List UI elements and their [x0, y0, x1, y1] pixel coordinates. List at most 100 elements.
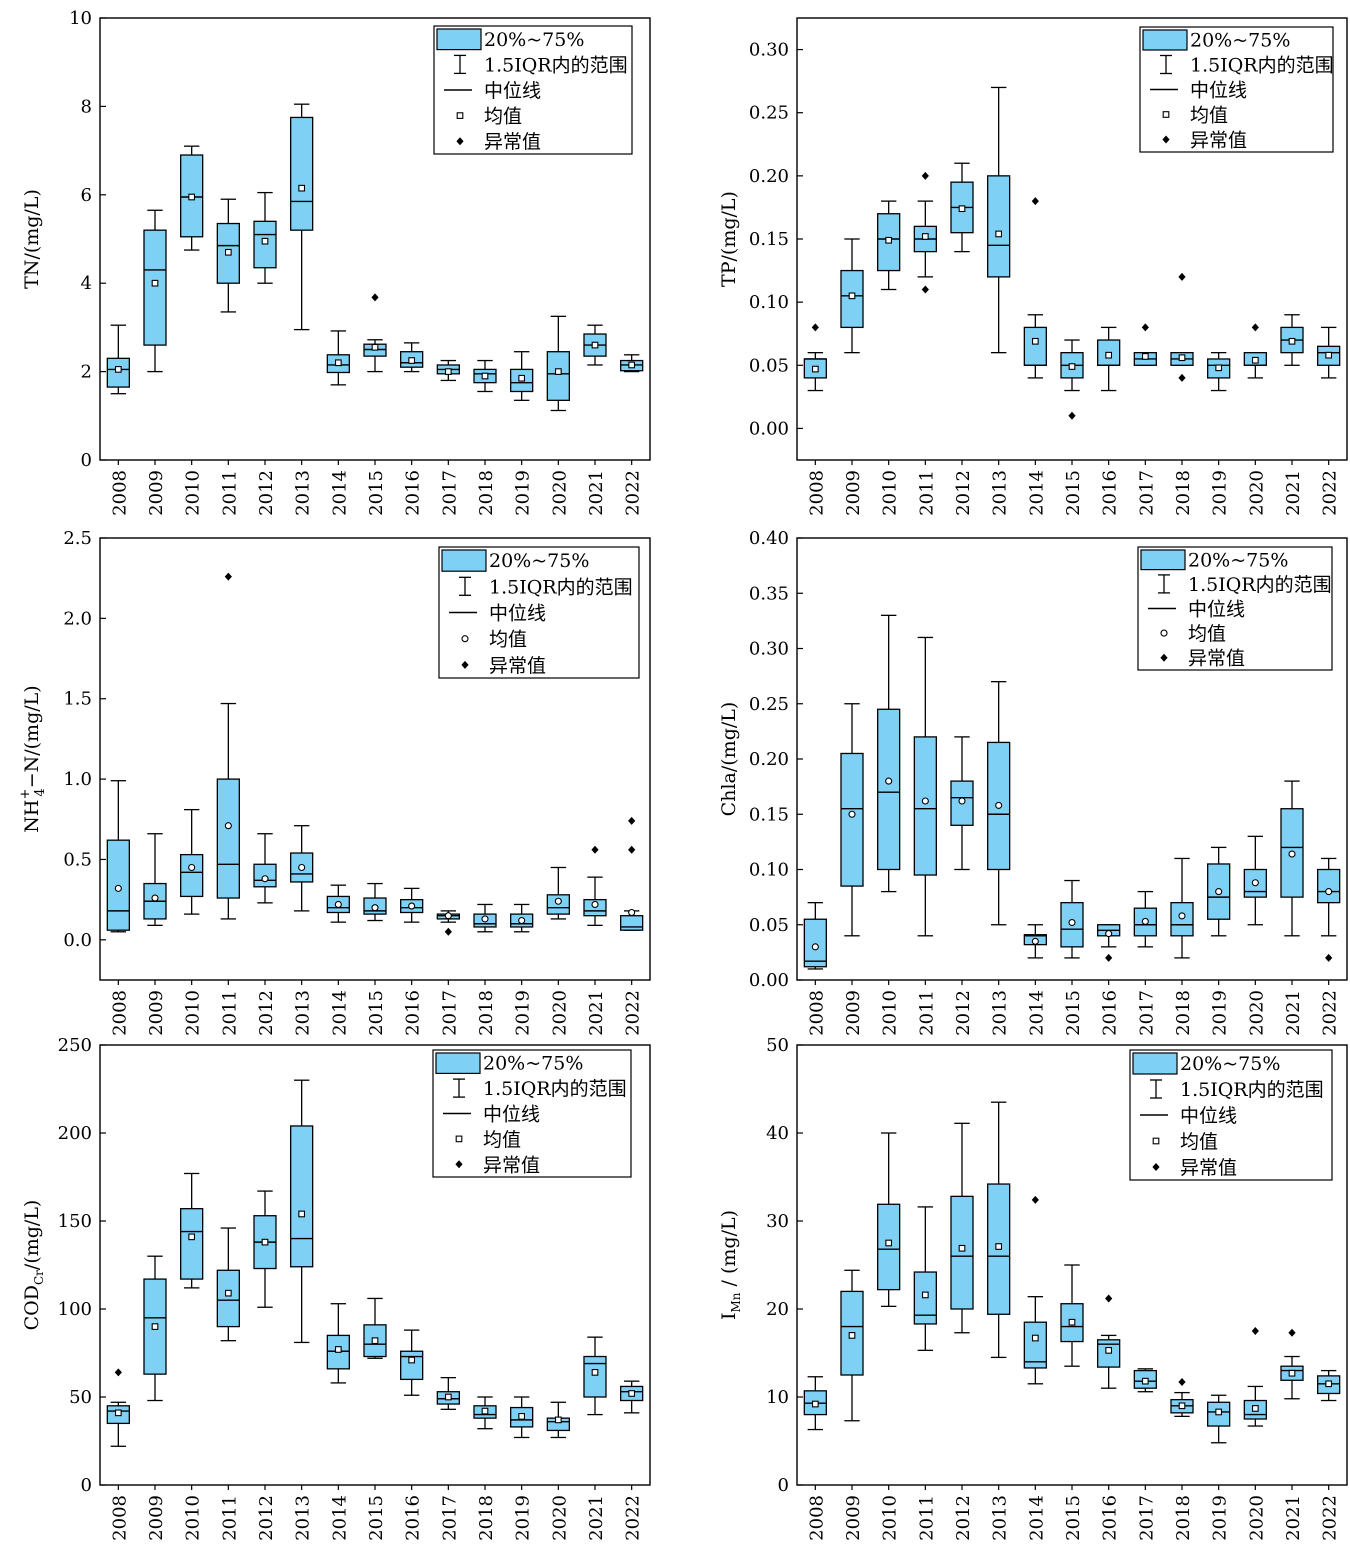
iqr-box — [1023, 326, 1047, 366]
box-2008 — [106, 780, 130, 933]
x-tick-label: 2016 — [403, 470, 424, 516]
x-tick-label: 2021 — [1283, 1495, 1304, 1541]
outlier-marker — [811, 323, 819, 332]
box-2012 — [253, 833, 277, 904]
y-tick-label: 0.30 — [749, 639, 789, 660]
legend-label-box: 20%~75% — [484, 29, 584, 51]
box-2008 — [803, 323, 827, 392]
box-2010 — [877, 1132, 901, 1308]
mean-marker — [188, 193, 196, 201]
x-tick-label: 2020 — [1246, 1495, 1267, 1541]
mean-marker — [1215, 888, 1223, 896]
iqr-box — [216, 778, 240, 899]
y-tick-label: 0 — [81, 1475, 92, 1496]
y-tick-label: 0.20 — [749, 749, 789, 770]
x-tick-label: 2022 — [623, 990, 644, 1036]
mean-marker — [1031, 1334, 1039, 1342]
legend-label-whisker: 1.5IQR内的范围 — [1188, 574, 1332, 596]
legend-label-box: 20%~75% — [483, 1053, 583, 1075]
x-tick-label: 2011 — [219, 470, 240, 516]
mean-marker — [811, 1400, 819, 1408]
chart-nh4: 0.0 0.5 1.0 1.5 2.0 2.5 2008 2009 2010 2011 2012 20… — [18, 528, 651, 1036]
y-tick-label: 0 — [778, 1475, 789, 1496]
mean-marker — [1031, 937, 1039, 945]
mean-marker — [848, 1332, 856, 1339]
x-tick-label: 2017 — [1136, 990, 1157, 1036]
box-2012 — [253, 191, 277, 284]
x-tick-label: 2017 — [439, 1495, 460, 1541]
y-axis-title: IMn / (mg/L) — [718, 1210, 743, 1320]
x-tick-label: 2021 — [586, 990, 607, 1036]
legend-label-whisker: 1.5IQR内的范围 — [484, 54, 628, 76]
x-tick-label: 2009 — [843, 470, 864, 516]
mean-marker — [848, 810, 856, 818]
mean-marker — [188, 1233, 196, 1241]
mean-marker — [261, 1238, 269, 1246]
mean-marker — [1178, 354, 1186, 362]
mean-marker — [224, 248, 232, 256]
box-2009 — [143, 833, 167, 927]
box-2009 — [143, 1255, 167, 1402]
legend-label-mean: 均值 — [484, 106, 522, 128]
y-tick-label: 2 — [81, 362, 92, 383]
legend-label-box: 20%~75% — [1190, 30, 1290, 52]
iqr-box — [546, 351, 570, 401]
y-tick-label: 2.0 — [63, 608, 92, 629]
box-2022 — [1317, 326, 1341, 379]
mean-marker — [554, 897, 562, 905]
y-tick-label: 0.00 — [749, 418, 789, 439]
box-2012 — [253, 1190, 277, 1308]
legend-label-median: 中位线 — [489, 603, 546, 625]
outlier-marker — [1251, 1327, 1259, 1335]
mean-marker — [554, 1416, 562, 1424]
mean-marker — [114, 884, 122, 892]
box-2018 — [1170, 1378, 1194, 1418]
outlier-marker — [371, 293, 379, 302]
box-2011 — [216, 198, 240, 313]
mean-marker — [1215, 364, 1223, 372]
legend-label-median: 中位线 — [484, 80, 541, 102]
legend-label-box: 20%~75% — [489, 550, 589, 572]
legend-mean-symbol — [461, 635, 469, 643]
x-tick-label: 2014 — [329, 470, 350, 516]
x-tick-label: 2008 — [109, 990, 130, 1036]
x-tick-label: 2019 — [1210, 990, 1231, 1036]
y-tick-label: 0.10 — [749, 860, 789, 881]
box-2017 — [436, 910, 460, 936]
y-tick-label: 100 — [58, 1299, 92, 1320]
x-tick-label: 2016 — [403, 990, 424, 1036]
outlier-marker — [444, 927, 452, 936]
x-tick-label: 2015 — [366, 1495, 387, 1541]
box-2021 — [1280, 1328, 1304, 1400]
box-2020 — [1243, 1327, 1267, 1427]
mean-marker — [114, 1409, 122, 1417]
x-tick-label: 2020 — [549, 990, 570, 1036]
x-tick-label: 2016 — [1100, 470, 1121, 516]
mean-marker — [885, 777, 893, 785]
legend-outlier-symbol — [461, 660, 469, 669]
x-tick-label: 2020 — [1246, 990, 1267, 1036]
legend-label-median: 中位线 — [1190, 80, 1247, 102]
mean-marker — [371, 904, 379, 912]
box-2016 — [1097, 924, 1121, 962]
x-tick-label: 2008 — [806, 1495, 827, 1541]
x-tick-label: 2013 — [990, 470, 1011, 516]
box-2014 — [1023, 924, 1047, 959]
y-axis-title-sup: + — [18, 789, 33, 800]
outlier-marker — [1105, 953, 1113, 962]
x-tick-label: 2022 — [1320, 470, 1341, 516]
x-tick-label: 2022 — [1320, 1495, 1341, 1541]
y-axis-title: TP/(mg/L) — [718, 191, 740, 287]
x-tick-label: 2019 — [513, 470, 534, 516]
mean-marker — [1068, 363, 1076, 370]
outlier-marker — [1068, 411, 1076, 420]
box-2010 — [180, 145, 204, 251]
x-tick-label: 2020 — [549, 1495, 570, 1541]
iqr-box — [1023, 1321, 1047, 1369]
box-2013 — [290, 825, 314, 912]
legend-box-swatch — [435, 1052, 481, 1074]
mean-marker — [1288, 850, 1296, 858]
x-tick-label: 2010 — [183, 1495, 204, 1541]
mean-marker — [1141, 1377, 1149, 1385]
